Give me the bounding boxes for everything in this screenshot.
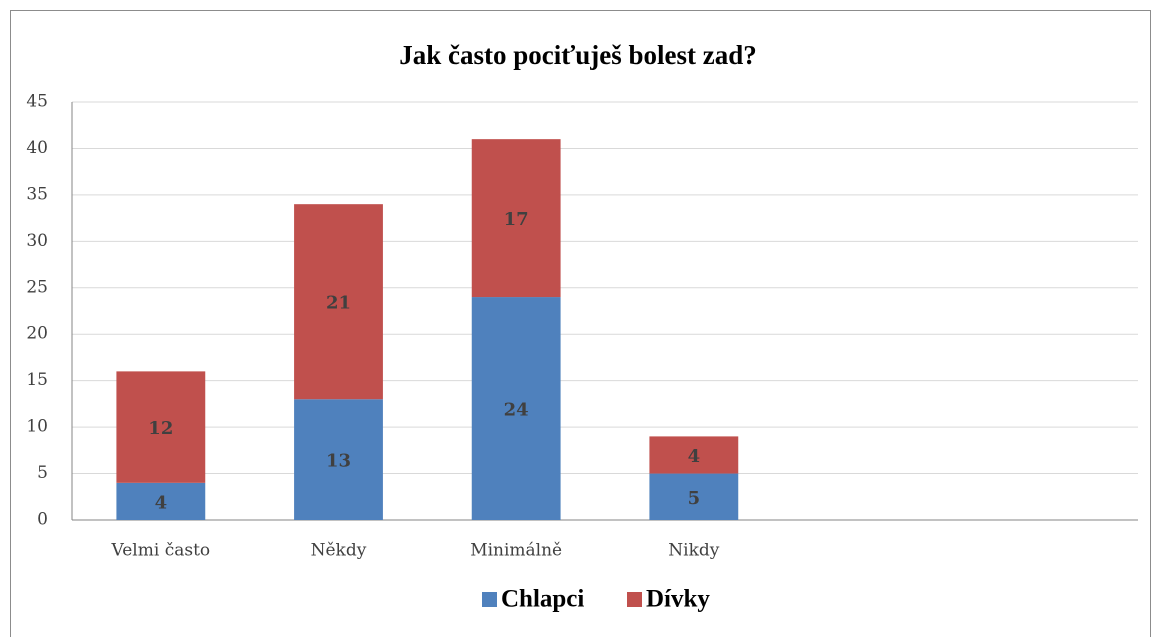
data-label: 12 — [148, 418, 173, 439]
y-tick-label: 30 — [26, 231, 48, 251]
bar-segment — [471, 297, 561, 520]
chart-border — [10, 10, 1151, 637]
y-tick-label: 15 — [26, 370, 48, 390]
bar-segment — [116, 482, 206, 520]
data-label: 4 — [155, 492, 168, 513]
y-tick-label: 20 — [26, 324, 48, 344]
legend-swatch — [627, 592, 642, 607]
data-label: 17 — [504, 209, 529, 230]
bar-segment — [649, 473, 739, 520]
y-tick-label: 0 — [37, 510, 48, 530]
y-tick-label: 35 — [26, 184, 48, 204]
chart-title: Jak často pociťuješ bolest zad? — [399, 40, 757, 70]
bar-segment — [294, 399, 383, 520]
y-tick-label: 10 — [26, 417, 48, 437]
x-tick-label: Minimálně — [470, 541, 562, 561]
data-label: 21 — [326, 293, 351, 314]
data-label: 24 — [504, 400, 529, 421]
y-tick-label: 40 — [26, 138, 48, 158]
x-tick-label: Někdy — [311, 541, 367, 561]
legend-swatch — [482, 592, 497, 607]
bar-segment — [294, 204, 383, 400]
y-tick-label: 25 — [26, 277, 48, 297]
data-label: 13 — [326, 451, 351, 472]
x-tick-label: Nikdy — [668, 541, 719, 561]
legend-label: Chlapci — [501, 586, 584, 613]
y-tick-label: 5 — [37, 463, 48, 483]
data-label: 5 — [688, 488, 701, 509]
data-label: 4 — [688, 446, 701, 467]
y-tick-label: 45 — [26, 92, 48, 112]
bar-segment — [471, 139, 561, 298]
legend-label: Dívky — [646, 586, 710, 613]
bar-segment — [649, 436, 739, 474]
x-tick-label: Velmi často — [111, 541, 211, 561]
bar-segment — [116, 371, 206, 483]
